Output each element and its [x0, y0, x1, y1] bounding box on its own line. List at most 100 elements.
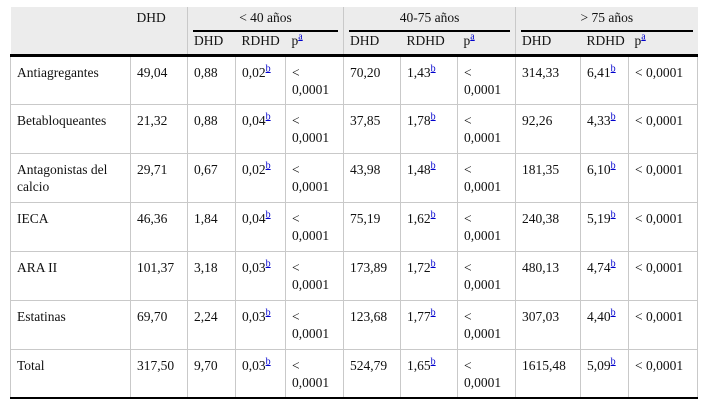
subheader-rdhd-g3: RDHD	[580, 31, 629, 57]
subheader-p-g3: pa	[628, 31, 698, 57]
footnote-b-link[interactable]: b	[430, 111, 436, 123]
footnote-b-link[interactable]: b	[430, 258, 436, 270]
footnote-b-link[interactable]: b	[430, 63, 436, 75]
p-value: < 0,0001	[456, 250, 517, 301]
dhd-value: 37,85	[343, 103, 401, 154]
rdhd-value: 0,02b	[235, 152, 286, 203]
dhd-overall: 101,37	[130, 250, 188, 301]
footnote-b-link[interactable]: b	[610, 160, 616, 172]
footnote-b-link[interactable]: b	[265, 307, 271, 319]
group-header-40-75: 40-75 años	[342, 7, 516, 32]
dhd-value: 2,24	[187, 299, 236, 350]
footnote-b-link[interactable]: b	[265, 111, 271, 123]
subheader-rdhd-g2: RDHD	[400, 31, 458, 57]
rdhd-value: 0,04b	[235, 103, 286, 154]
subheader-dhd-g1: DHD	[187, 31, 236, 57]
footnote-b-link[interactable]: b	[430, 160, 436, 172]
dhd-value: 240,38	[515, 201, 582, 252]
p-value: < 0,0001	[628, 54, 699, 105]
rdhd-value: 1,77b	[400, 299, 458, 350]
p-value: < 0,0001	[456, 299, 517, 350]
dhd-value: 75,19	[343, 201, 401, 252]
header-row-subcolumns: DHD RDHD pa DHD RDHD pa DHD RDHD pa	[11, 31, 698, 57]
footnote-b-link[interactable]: b	[265, 160, 271, 172]
footnote-b-link[interactable]: b	[610, 111, 616, 123]
p-value: < 0,0001	[285, 348, 344, 400]
table-header: DHD < 40 años 40-75 años > 75 años DHD R…	[10, 7, 698, 57]
rdhd-value: 4,33b	[580, 103, 630, 154]
rdhd-value: 6,10b	[580, 152, 630, 203]
p-value: < 0,0001	[285, 54, 344, 105]
group-header-over-75: > 75 años	[515, 7, 698, 32]
col-header-dhd-overall: DHD	[130, 7, 188, 57]
p-value: < 0,0001	[285, 103, 344, 154]
rdhd-value: 1,72b	[400, 250, 458, 301]
p-value: < 0,0001	[456, 152, 517, 203]
footnote-b-link[interactable]: b	[430, 307, 436, 319]
p-value: < 0,0001	[285, 250, 344, 301]
p-label: p	[634, 32, 642, 48]
p-value: < 0,0001	[628, 201, 699, 252]
dhd-value: 314,33	[515, 54, 582, 105]
footnote-b-link[interactable]: b	[265, 356, 271, 368]
p-label: p	[463, 32, 471, 48]
footnote-b-link[interactable]: b	[265, 63, 271, 75]
rdhd-value: 5,09b	[580, 348, 630, 400]
subheader-dhd-g2: DHD	[343, 31, 401, 57]
p-value: < 0,0001	[456, 201, 517, 252]
footnote-a-link[interactable]: a	[298, 31, 303, 43]
footnote-b-link[interactable]: b	[610, 209, 616, 221]
dhd-value: 92,26	[515, 103, 582, 154]
rdhd-value: 5,19b	[580, 201, 630, 252]
dhd-value: 524,79	[343, 348, 401, 400]
p-value: < 0,0001	[456, 348, 517, 400]
table-row: Total 317,50 9,70 0,03b < 0,0001 524,79 …	[10, 348, 699, 400]
footnote-b-link[interactable]: b	[430, 209, 436, 221]
p-label: p	[291, 32, 299, 48]
footnote-b-link[interactable]: b	[610, 63, 616, 75]
footnote-a-link[interactable]: a	[470, 31, 475, 43]
footnote-b-link[interactable]: b	[430, 356, 436, 368]
p-value: < 0,0001	[456, 54, 517, 105]
group-label: 40-75 años	[349, 10, 511, 32]
group-header-under-40: < 40 años	[187, 7, 344, 32]
footnote-b-link[interactable]: b	[265, 209, 271, 221]
p-value: < 0,0001	[628, 103, 699, 154]
p-value: < 0,0001	[285, 299, 344, 350]
table-container: DHD < 40 años 40-75 años > 75 años DHD R…	[10, 7, 699, 400]
table-row: Betabloqueantes 21,32 0,88 0,04b < 0,000…	[10, 103, 699, 154]
footnote-b-link[interactable]: b	[265, 258, 271, 270]
rdhd-value: 0,04b	[235, 201, 286, 252]
drug-name: Estatinas	[10, 299, 131, 350]
rdhd-value: 1,62b	[400, 201, 458, 252]
rdhd-value: 4,74b	[580, 250, 630, 301]
dhd-value: 9,70	[187, 348, 236, 400]
dhd-value: 123,68	[343, 299, 401, 350]
table-row: ARA II 101,37 3,18 0,03b < 0,0001 173,89…	[10, 250, 699, 301]
dhd-overall: 49,04	[130, 54, 188, 105]
drug-name: ARA II	[10, 250, 131, 301]
dhd-overall: 69,70	[130, 299, 188, 350]
drug-name: Antagonistas del calcio	[10, 152, 131, 203]
dhd-overall: 29,71	[130, 152, 188, 203]
subheader-dhd-g3: DHD	[515, 31, 581, 57]
footnote-b-link[interactable]: b	[610, 356, 616, 368]
table-row: IECA 46,36 1,84 0,04b < 0,0001 75,19 1,6…	[10, 201, 699, 252]
table-row: Antagonistas del calcio 29,71 0,67 0,02b…	[10, 152, 699, 203]
group-label: > 75 años	[521, 10, 693, 32]
p-value: < 0,0001	[456, 103, 517, 154]
dhd-value: 70,20	[343, 54, 401, 105]
rdhd-value: 1,48b	[400, 152, 458, 203]
dhd-age-groups-table: DHD < 40 años 40-75 años > 75 años DHD R…	[10, 7, 699, 400]
footnote-b-link[interactable]: b	[610, 258, 616, 270]
dhd-value: 173,89	[343, 250, 401, 301]
footnote-b-link[interactable]: b	[610, 307, 616, 319]
footnote-a-link[interactable]: a	[641, 31, 646, 43]
dhd-value: 307,03	[515, 299, 582, 350]
p-value: < 0,0001	[628, 299, 699, 350]
dhd-value: 3,18	[187, 250, 236, 301]
rdhd-value: 0,03b	[235, 250, 286, 301]
header-row-groups: DHD < 40 años 40-75 años > 75 años	[10, 7, 698, 57]
table-row: Estatinas 69,70 2,24 0,03b < 0,0001 123,…	[10, 299, 699, 350]
rdhd-value: 1,43b	[400, 54, 458, 105]
